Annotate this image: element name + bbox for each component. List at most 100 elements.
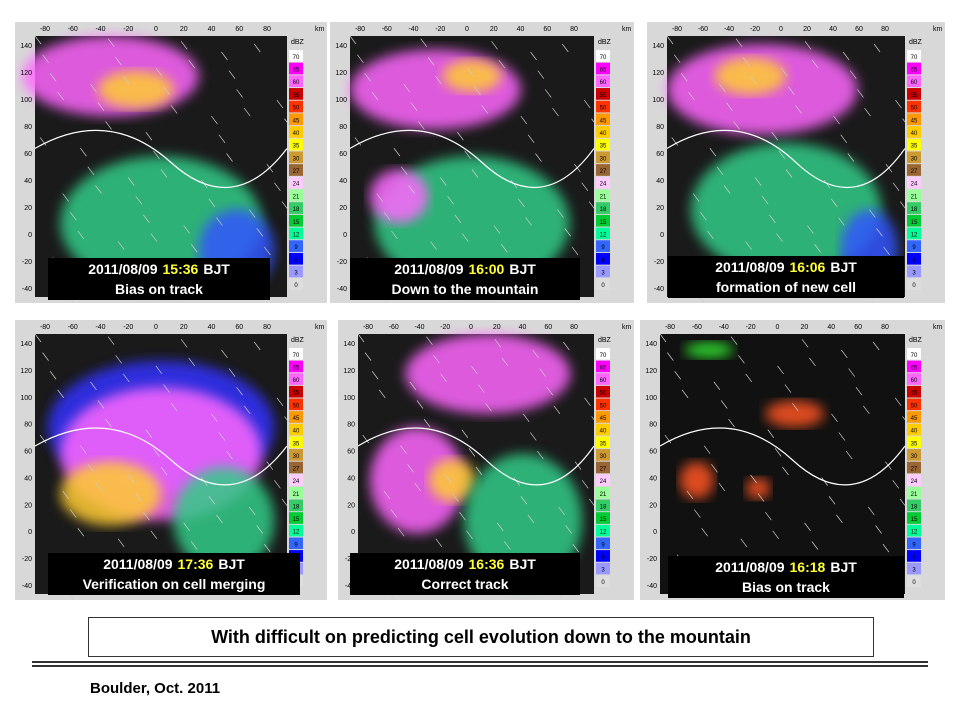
wind-barb (711, 464, 718, 473)
wind-barb (899, 498, 907, 508)
colorbar-label: 9 (601, 542, 605, 548)
colorbar-cell (596, 524, 610, 537)
wind-barb (828, 496, 836, 505)
wind-barb (90, 381, 97, 391)
wind-barb (391, 230, 398, 240)
wind-barb (527, 514, 535, 524)
colorbar-label: 3 (601, 271, 605, 277)
panel-label: 2011/08/09 16:36 BJT Correct track (350, 553, 580, 595)
rule (32, 665, 928, 667)
y-tick-label: 140 (20, 43, 32, 50)
wind-barb (180, 339, 188, 348)
y-tick-label: 40 (649, 475, 657, 482)
x-tick-label: -80 (40, 26, 50, 33)
wind-barb (150, 530, 158, 540)
wind-barb (97, 400, 105, 409)
colorbar-cell (596, 189, 610, 202)
colorbar-label: 18 (293, 504, 300, 510)
colorbar-cell (907, 164, 921, 176)
wind-barb (90, 83, 97, 93)
y-tick-label: 140 (652, 43, 664, 50)
colorbar-cell (907, 360, 921, 373)
radar-image: -80 -60 -40 -20 0 20 40 60 80 km14012010080604020… (20, 324, 325, 600)
y-tick-label: 0 (28, 529, 32, 536)
x-tick-label: -80 (363, 324, 373, 331)
wind-barb (520, 496, 528, 505)
wind-barb (902, 118, 909, 127)
colorbar-cell (596, 62, 610, 75)
wind-barb (849, 70, 857, 79)
colorbar-label: 35 (600, 144, 607, 150)
colorbar-cell (907, 227, 921, 240)
wind-barb (160, 466, 168, 476)
x-tick-label: 0 (776, 324, 780, 331)
colorbar-label: 24 (600, 182, 607, 188)
wind-barb (461, 429, 469, 438)
x-tick-label: -40 (414, 324, 424, 331)
x-tick-label: 80 (881, 324, 889, 331)
wind-barb (718, 482, 726, 492)
x-tick-label: -20 (123, 324, 133, 331)
wind-barb (155, 365, 163, 375)
wind-barb (530, 51, 537, 61)
wind-barb (383, 212, 391, 221)
wind-barb (857, 89, 864, 98)
y-tick-label: 140 (20, 341, 32, 348)
wind-barb (750, 75, 757, 85)
colorbar-cell (907, 214, 921, 227)
wind-barb (97, 102, 105, 111)
wind-barb (457, 131, 464, 141)
wind-barb (208, 496, 216, 505)
colorbar-label: 12 (600, 232, 607, 238)
caption: Down to the mountain (391, 281, 539, 297)
colorbar-cell (289, 126, 303, 138)
colorbar-cell (289, 524, 303, 537)
colorbar-label: 55 (293, 93, 300, 99)
y-tick-label: 100 (652, 97, 664, 104)
colorbar-label: 65 (293, 365, 300, 371)
y-tick-label: -40 (654, 286, 664, 293)
colorbar-cell (289, 227, 303, 240)
date: 2011/08/09 (715, 559, 785, 575)
timestamp: 2011/08/09 15:36 BJT (48, 259, 270, 279)
wind-barb (716, 166, 724, 176)
wind-barb (671, 137, 679, 146)
colorbar-label: 55 (911, 93, 918, 99)
y-tick-label: 40 (656, 178, 664, 185)
wind-barb (525, 217, 532, 226)
wind-barb (410, 102, 418, 111)
y-tick-label: 20 (649, 502, 657, 509)
colorbar-label: 24 (293, 182, 300, 188)
wind-barb (471, 169, 479, 178)
wind-barb (117, 241, 125, 250)
colorbar-label: 6 (294, 258, 298, 264)
wind-barb (738, 355, 745, 364)
wind-barb (583, 99, 591, 109)
wind-barb (439, 177, 447, 186)
wind-barb (584, 397, 591, 407)
wind-barb (400, 166, 408, 176)
x-tick-label: 80 (263, 324, 271, 331)
wind-barb (769, 214, 776, 224)
y-tick-label: 140 (645, 341, 657, 348)
colorbar-cell (907, 562, 921, 575)
wind-barb (218, 432, 226, 441)
colorbar-label: 15 (911, 517, 918, 523)
y-tick-label: -40 (337, 286, 347, 293)
time: 15:36 (162, 261, 199, 277)
x-tick-label: 40 (519, 324, 527, 331)
wind-barb (581, 182, 589, 192)
colorbar-cell (289, 240, 303, 252)
wind-barb (452, 493, 459, 502)
colorbar-label: 6 (912, 555, 916, 561)
colorbar-cell (289, 486, 303, 499)
wind-barb (845, 450, 853, 460)
x-tick-label: -20 (435, 26, 445, 33)
wind-barb (501, 357, 509, 367)
colorbar-cell (596, 562, 610, 575)
colorbar-label: 3 (912, 271, 916, 277)
wind-barb (440, 373, 447, 383)
y-tick-label: -20 (22, 556, 32, 563)
wind-barb (190, 244, 198, 253)
colorbar-cell (907, 524, 921, 537)
